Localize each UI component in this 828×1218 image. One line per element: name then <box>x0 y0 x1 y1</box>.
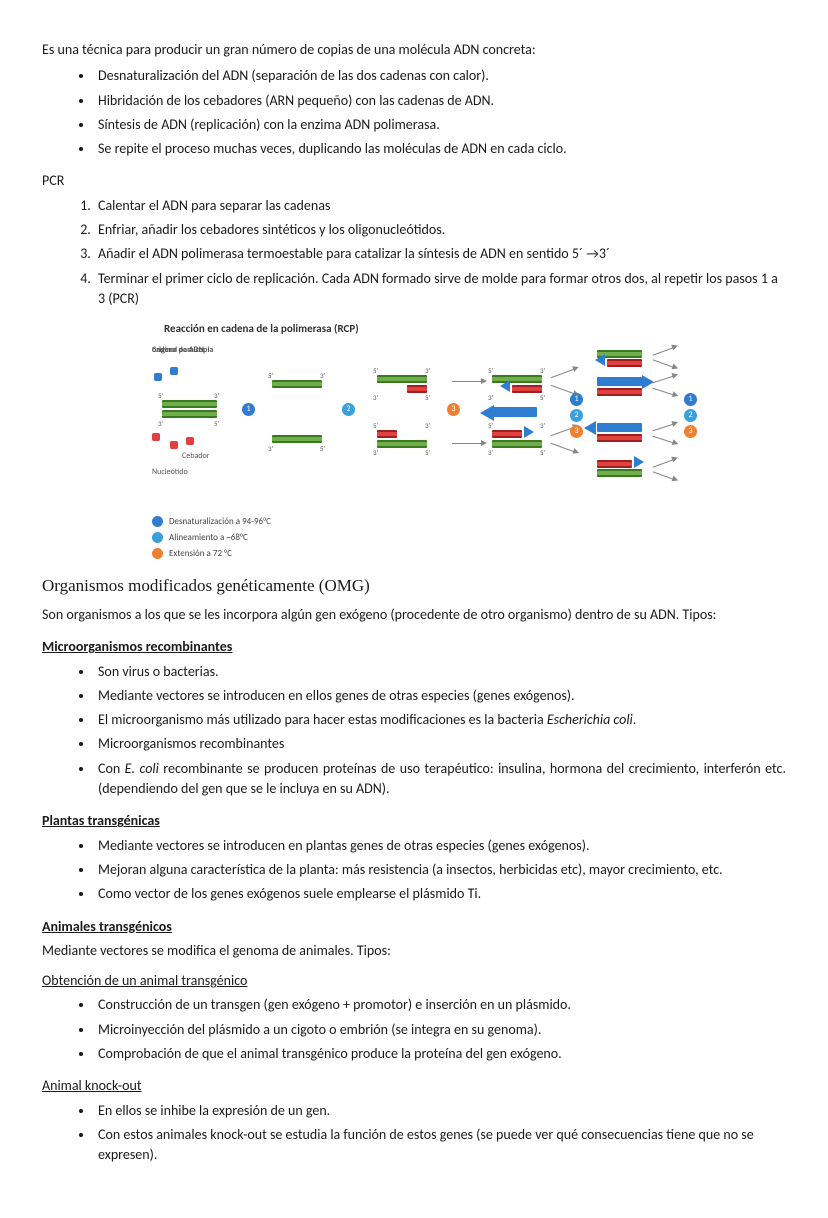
lbl: 5' <box>373 366 378 376</box>
step-1-icon: 1 <box>242 403 255 416</box>
ko-bullets: En ellos se inhibe la expresión de un ge… <box>42 1101 786 1166</box>
step-3c-icon: 3 <box>684 425 697 438</box>
label-orig2: original para copia <box>152 345 213 357</box>
plantas-heading: Plantas transgénicas <box>42 811 786 831</box>
lbl: 3' <box>488 448 493 458</box>
lbl: 3' <box>373 393 378 403</box>
lbl-3b: 3' <box>158 419 163 429</box>
lbl: 3' <box>488 393 493 403</box>
lbl: 5' <box>488 366 493 376</box>
lbl: 5' <box>488 421 493 431</box>
list-item: Microorganismos recombinantes <box>94 734 786 754</box>
list-item: Con E. coli recombinante se producen pro… <box>94 759 786 800</box>
label-nucleotido: Nucleótido <box>152 467 188 479</box>
animales-heading: Animales transgénicos <box>42 917 786 937</box>
pcr-diagram: Reacción en cadena de la polimerasa (RCP… <box>152 321 786 560</box>
list-item: Con estos animales knock-out se estudia … <box>94 1125 786 1166</box>
lbl: 5' <box>320 444 325 454</box>
lbl: 3' <box>540 366 545 376</box>
legend-dot-3 <box>152 548 163 559</box>
lbl: 3' <box>540 421 545 431</box>
legend-text: Extensión a 72 °C <box>169 547 232 560</box>
lbl-5: 5' <box>158 391 163 401</box>
lbl: 5' <box>540 393 545 403</box>
obt-bullets: Construcción de un transgen (gen exógeno… <box>42 995 786 1064</box>
list-item: Como vector de los genes exógenos suele … <box>94 884 786 904</box>
lbl: 3' <box>425 421 430 431</box>
step-2c-icon: 2 <box>684 409 697 422</box>
list-item: Terminar el primer ciclo de replicación.… <box>94 269 786 310</box>
list-item: Enfriar, añadir los cebadores sintéticos… <box>94 220 786 240</box>
step-1c-icon: 1 <box>684 393 697 406</box>
animales-intro: Mediante vectores se modifica el genoma … <box>42 941 786 961</box>
legend-text: Alineamiento a ~68°C <box>169 531 248 544</box>
list-item: Comprobación de que el animal transgénic… <box>94 1044 786 1064</box>
omg-intro: Son organismos a los que se les incorpor… <box>42 605 786 625</box>
list-item: Calentar el ADN para separar las cadenas <box>94 196 786 216</box>
lbl: 3' <box>425 366 430 376</box>
list-item: Hibridación de los cebadores (ARN pequeñ… <box>94 91 786 111</box>
step-3-icon: 3 <box>447 403 460 416</box>
list-item: Añadir el ADN polimerasa termoestable pa… <box>94 244 786 264</box>
legend-dot-2 <box>152 532 163 543</box>
list-item: En ellos se inhibe la expresión de un ge… <box>94 1101 786 1121</box>
step-3b-icon: 3 <box>570 425 583 438</box>
intro-bullets: Desnaturalización del ADN (separación de… <box>42 66 786 159</box>
micro-bullets: Son virus o bacterias. Mediante vectores… <box>42 662 786 800</box>
list-item: Síntesis de ADN (replicación) con la enz… <box>94 115 786 135</box>
omg-heading: Organismos modificados genéticamente (OM… <box>42 574 786 599</box>
list-item: Desnaturalización del ADN (separación de… <box>94 66 786 86</box>
diagram-title: Reacción en cadena de la polimerasa (RCP… <box>164 321 786 337</box>
pcr-steps: Calentar el ADN para separar las cadenas… <box>42 196 786 309</box>
lbl-3: 3' <box>214 391 219 401</box>
legend-dot-1 <box>152 516 163 527</box>
pcr-label: PCR <box>42 171 786 191</box>
lbl: 3' <box>320 371 325 381</box>
list-item: El microorganismo más utilizado para hac… <box>94 710 786 730</box>
micro-heading: Microorganismos recombinantes <box>42 637 786 657</box>
lbl: 5' <box>268 371 273 381</box>
lbl: 3' <box>373 448 378 458</box>
lbl-5b: 5' <box>214 419 219 429</box>
ko-heading: Animal knock-out <box>42 1076 786 1096</box>
step-2b-icon: 2 <box>570 409 583 422</box>
diagram-legend: Desnaturalización a 94-96°C Alineamiento… <box>152 515 786 560</box>
lbl: 5' <box>425 393 430 403</box>
list-item: Microinyección del plásmido a un cigoto … <box>94 1020 786 1040</box>
label-cebador: Cebador <box>182 451 210 463</box>
lbl: 3' <box>268 444 273 454</box>
lbl: 5' <box>425 448 430 458</box>
list-item: Construcción de un transgen (gen exógeno… <box>94 995 786 1015</box>
legend-text: Desnaturalización a 94-96°C <box>169 515 271 528</box>
plantas-bullets: Mediante vectores se introducen en plant… <box>42 836 786 905</box>
step-2-icon: 2 <box>342 403 355 416</box>
list-item: Mediante vectores se introducen en plant… <box>94 836 786 856</box>
lbl: 5' <box>373 421 378 431</box>
list-item: Mejoran alguna característica de la plan… <box>94 860 786 880</box>
list-item: Mediante vectores se introducen en ellos… <box>94 686 786 706</box>
diagram-canvas: Cadena de ADN original para copia 5' 3' … <box>152 345 712 505</box>
list-item: Son virus o bacterias. <box>94 662 786 682</box>
lbl: 5' <box>540 448 545 458</box>
obt-heading: Obtención de un animal transgénico <box>42 971 786 991</box>
step-1b-icon: 1 <box>570 393 583 406</box>
list-item: Se repite el proceso muchas veces, dupli… <box>94 139 786 159</box>
intro-text: Es una técnica para producir un gran núm… <box>42 40 786 60</box>
